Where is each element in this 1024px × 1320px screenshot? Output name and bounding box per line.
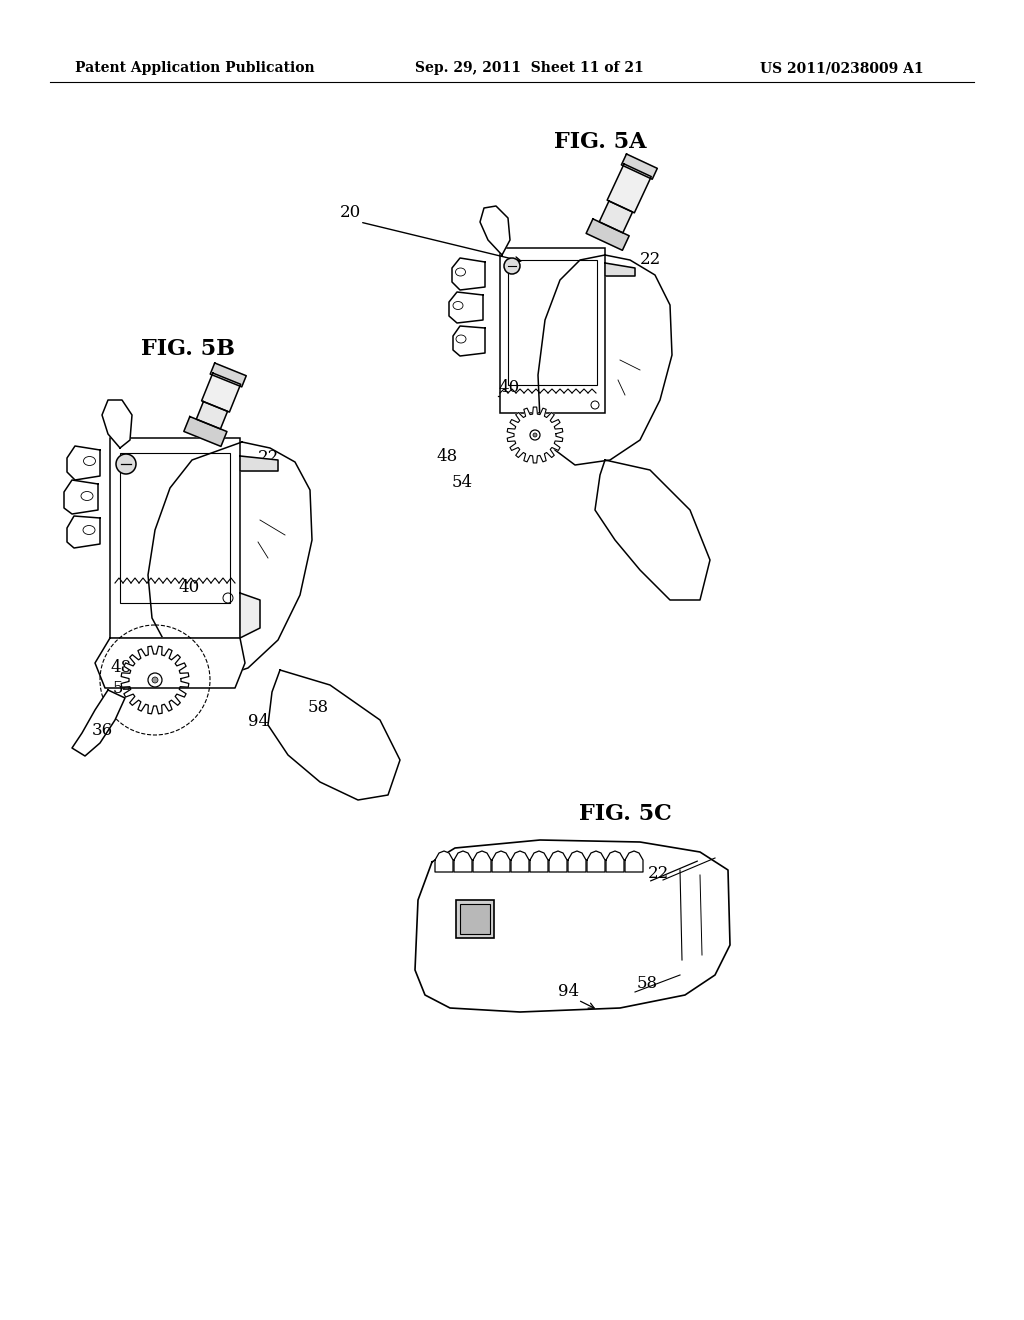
- Bar: [500, 248, 605, 413]
- Polygon shape: [492, 851, 510, 873]
- Polygon shape: [102, 400, 132, 447]
- Polygon shape: [67, 446, 100, 480]
- Circle shape: [116, 454, 136, 474]
- Polygon shape: [595, 459, 710, 601]
- Polygon shape: [148, 442, 312, 678]
- Polygon shape: [449, 292, 483, 323]
- Text: Sep. 29, 2011  Sheet 11 of 21: Sep. 29, 2011 Sheet 11 of 21: [415, 61, 644, 75]
- Polygon shape: [435, 851, 453, 873]
- Polygon shape: [121, 647, 188, 714]
- Polygon shape: [538, 255, 672, 465]
- Text: 94: 94: [248, 713, 269, 730]
- Polygon shape: [95, 638, 245, 688]
- Polygon shape: [568, 851, 586, 873]
- Text: 48: 48: [110, 659, 131, 676]
- Bar: [508, 260, 597, 385]
- Circle shape: [504, 257, 520, 275]
- Text: FIG. 5A: FIG. 5A: [554, 131, 646, 153]
- Polygon shape: [268, 671, 400, 800]
- Text: 94: 94: [558, 983, 580, 1001]
- Polygon shape: [72, 690, 125, 756]
- Circle shape: [530, 430, 540, 440]
- Polygon shape: [606, 851, 624, 873]
- Polygon shape: [184, 417, 227, 446]
- Text: 48: 48: [436, 447, 458, 465]
- Text: 54: 54: [113, 680, 134, 697]
- Polygon shape: [507, 407, 563, 463]
- Circle shape: [152, 677, 158, 682]
- Text: 22: 22: [648, 865, 670, 882]
- Text: FIG. 5C: FIG. 5C: [579, 803, 672, 825]
- Circle shape: [534, 433, 537, 437]
- Text: 58: 58: [308, 700, 329, 715]
- Text: 36: 36: [92, 722, 113, 739]
- Text: 20: 20: [340, 205, 361, 220]
- Bar: [456, 900, 494, 939]
- Polygon shape: [625, 851, 643, 873]
- Polygon shape: [599, 201, 633, 232]
- Text: FIG. 5B: FIG. 5B: [141, 338, 234, 360]
- Bar: [120, 453, 230, 603]
- Polygon shape: [605, 263, 635, 276]
- Polygon shape: [530, 851, 548, 873]
- Polygon shape: [67, 516, 100, 548]
- Text: 40: 40: [178, 579, 200, 597]
- Polygon shape: [586, 219, 629, 251]
- Text: US 2011/0238009 A1: US 2011/0238009 A1: [760, 61, 924, 75]
- Polygon shape: [202, 374, 241, 412]
- Polygon shape: [240, 455, 278, 471]
- Text: 22: 22: [258, 449, 280, 466]
- Text: Patent Application Publication: Patent Application Publication: [75, 61, 314, 75]
- Polygon shape: [622, 154, 657, 180]
- Polygon shape: [549, 851, 567, 873]
- Bar: [460, 904, 490, 935]
- Polygon shape: [511, 851, 529, 873]
- Polygon shape: [240, 593, 260, 638]
- Text: 22: 22: [640, 251, 662, 268]
- Polygon shape: [210, 363, 246, 387]
- Polygon shape: [197, 401, 227, 429]
- Polygon shape: [452, 257, 485, 290]
- Polygon shape: [473, 851, 490, 873]
- Text: 58: 58: [637, 975, 658, 993]
- Polygon shape: [63, 480, 98, 513]
- Polygon shape: [587, 851, 605, 873]
- Polygon shape: [453, 326, 485, 356]
- Text: 40: 40: [498, 379, 519, 396]
- Polygon shape: [454, 851, 472, 873]
- Circle shape: [148, 673, 162, 686]
- Bar: [110, 438, 240, 638]
- Polygon shape: [480, 206, 510, 255]
- Polygon shape: [607, 164, 651, 213]
- Text: 54: 54: [452, 474, 473, 491]
- Polygon shape: [415, 840, 730, 1012]
